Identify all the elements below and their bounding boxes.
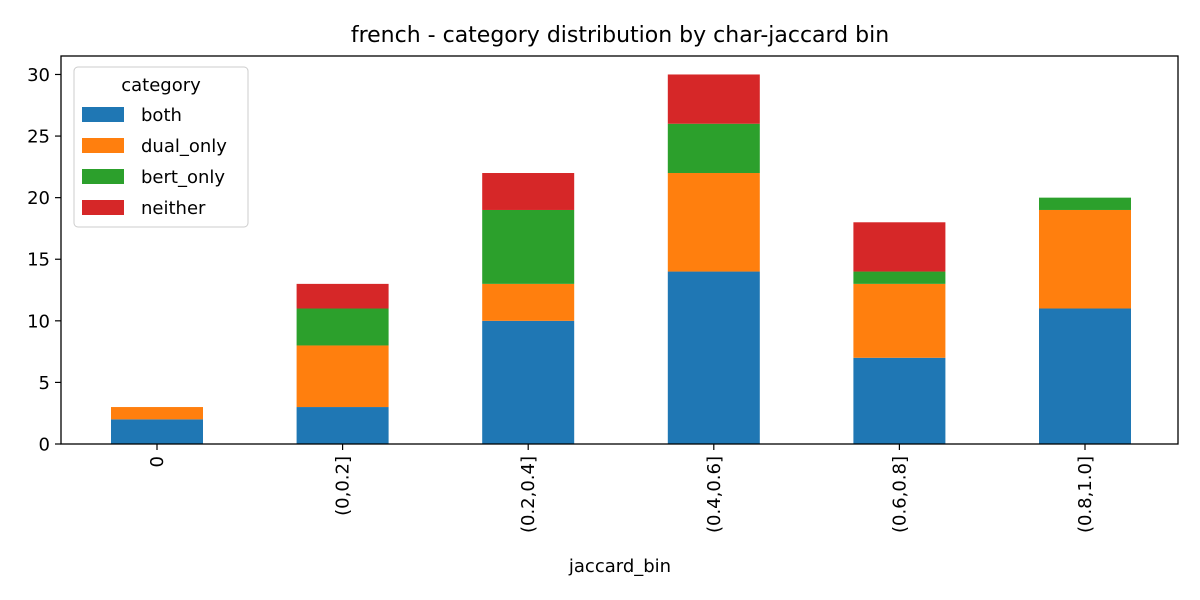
bar-segment-bert-only-1 xyxy=(296,308,389,346)
y-tick-label: 20 xyxy=(27,188,50,209)
y-tick-label: 0 xyxy=(39,435,50,456)
legend-swatch-bert-only xyxy=(82,169,124,184)
x-axis: 0 (0,0.2] (0.2,0.4] (0.4,0.6] (0.6,0.8] (0.8,… xyxy=(147,444,1096,533)
bars-layer xyxy=(111,74,1131,444)
x-axis-label: jaccard_bin xyxy=(568,556,671,577)
y-tick-label: 5 xyxy=(39,373,50,394)
x-tick-label: (0.6,0.8] xyxy=(889,456,910,533)
y-tick-label: 10 xyxy=(27,311,50,332)
x-tick-label: (0,0.2] xyxy=(333,456,354,516)
x-tick-label: (0.4,0.6] xyxy=(704,456,725,533)
plot-frame xyxy=(60,55,1179,445)
bar-segment-both-5 xyxy=(1039,308,1131,444)
legend-label-bert-only: bert_only xyxy=(141,167,225,188)
x-tick-label: (0.2,0.4] xyxy=(518,456,539,533)
bar-segment-dual-only-2 xyxy=(482,283,575,321)
bar-segment-dual-only-1 xyxy=(296,345,389,408)
bar-segment-both-2 xyxy=(482,320,575,444)
bar-segment-both-0 xyxy=(111,419,203,444)
chart-title: french - category distribution by char-j… xyxy=(351,23,889,48)
bar-segment-neither-3 xyxy=(667,74,760,124)
bar-segment-neither-1 xyxy=(296,283,389,309)
bar-segment-bert-only-5 xyxy=(1039,197,1131,210)
legend-label-neither: neither xyxy=(141,198,206,219)
bar-segment-neither-2 xyxy=(482,173,575,210)
y-tick-label: 30 xyxy=(27,65,50,86)
bar-segment-bert-only-2 xyxy=(482,209,575,284)
legend-label-dual-only: dual_only xyxy=(141,136,227,157)
bar-segment-dual-only-0 xyxy=(111,407,203,420)
legend-swatch-neither xyxy=(82,200,124,215)
bar-segment-dual-only-5 xyxy=(1039,209,1131,309)
y-tick-label: 15 xyxy=(27,250,50,271)
x-tick-label: (0.8,1.0] xyxy=(1075,456,1096,533)
legend-title: category xyxy=(121,75,201,96)
bar-segment-both-4 xyxy=(853,357,946,444)
bar-segment-both-1 xyxy=(296,407,389,444)
bar-segment-bert-only-3 xyxy=(667,123,760,174)
bar-segment-bert-only-4 xyxy=(853,271,946,284)
bar-segment-dual-only-3 xyxy=(667,173,760,272)
x-tick-label: 0 xyxy=(147,456,168,467)
legend-label-both: both xyxy=(141,105,182,126)
bar-segment-dual-only-4 xyxy=(853,283,946,358)
legend-swatch-both xyxy=(82,107,124,122)
y-tick-label: 25 xyxy=(27,127,50,148)
bar-segment-both-3 xyxy=(667,271,760,444)
legend-swatch-dual-only xyxy=(82,138,124,153)
bar-segment-neither-4 xyxy=(853,222,946,272)
y-axis: 0 5 10 15 20 25 30 xyxy=(27,65,61,456)
